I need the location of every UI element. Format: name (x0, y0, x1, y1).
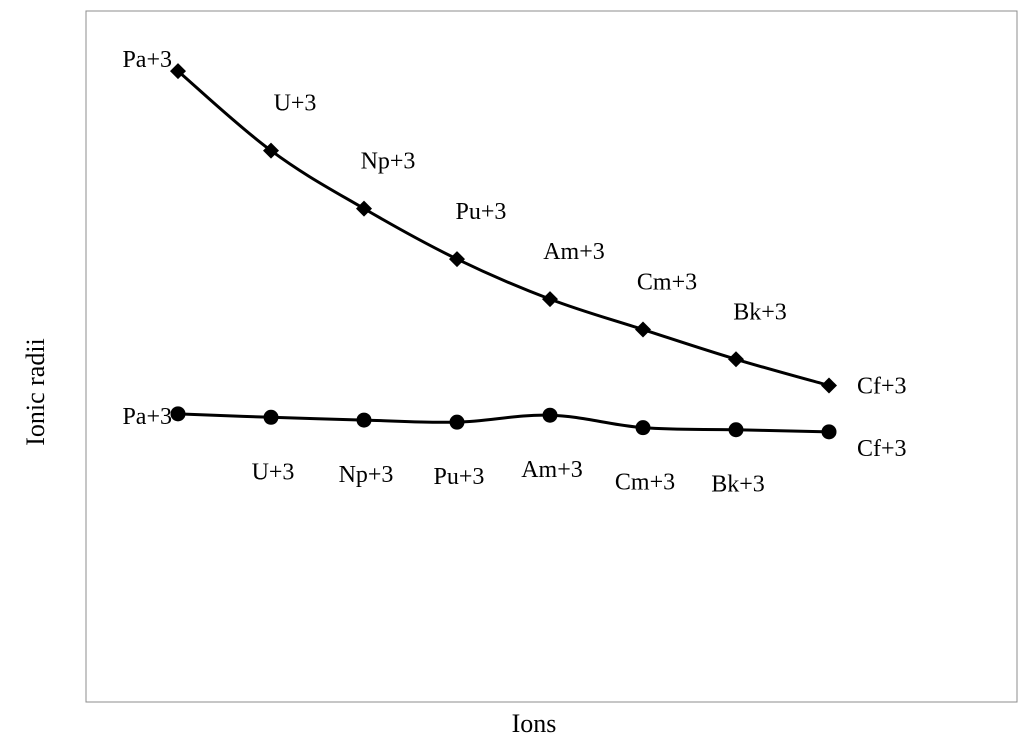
point-label: Cm+3 (615, 470, 675, 496)
series-2-line (177, 412, 830, 434)
point-label: Cm+3 (637, 270, 697, 296)
point-label: Bk+3 (711, 472, 765, 498)
series-1-line (177, 69, 830, 387)
point-label: Cf+3 (857, 436, 907, 462)
data-point-diamond (728, 351, 744, 368)
data-point-circle (728, 422, 744, 438)
point-label: Pa+3 (122, 47, 172, 73)
data-point-diamond (263, 142, 279, 159)
series-layer: Pa+3 U+3 Np+3 Pu+3 Am+3 Cm+3 Bk+3 Cf+3 Pa+3 U+3 Np… (122, 47, 906, 498)
data-point-circle (449, 414, 465, 430)
data-point-diamond (821, 377, 837, 394)
data-point-diamond (635, 321, 651, 338)
point-label: Am+3 (543, 239, 605, 265)
x-axis-title: Ions (512, 709, 557, 738)
point-label: Cf+3 (857, 374, 907, 400)
data-point-diamond (542, 291, 558, 308)
point-label: Bk+3 (733, 299, 787, 325)
point-label: Pu+3 (434, 464, 485, 490)
data-point-circle (542, 407, 558, 423)
series-1: Pa+3 U+3 Np+3 Pu+3 Am+3 Cm+3 Bk+3 Cf+3 (122, 47, 906, 399)
data-point-circle (821, 424, 837, 440)
data-point-circle (356, 412, 372, 428)
y-axis-title: Ionic radii (21, 338, 50, 446)
point-label: Np+3 (361, 149, 416, 175)
data-point-diamond (170, 63, 186, 80)
point-label: U+3 (274, 91, 317, 117)
point-label: Am+3 (521, 457, 583, 483)
point-label: Pa+3 (122, 404, 172, 430)
data-point-circle (170, 406, 186, 422)
series-2: Pa+3 U+3 Np+3 Pu+3 Am+3 Cm+3 Bk+3 Cf+3 (122, 404, 906, 498)
data-point-circle (635, 420, 651, 436)
data-point-diamond (449, 251, 465, 268)
data-point-diamond (356, 200, 372, 217)
point-label: U+3 (252, 459, 295, 485)
data-point-circle (263, 409, 279, 425)
plot-area-frame (85, 10, 1018, 703)
point-label: Pu+3 (456, 199, 507, 225)
point-label: Np+3 (339, 462, 394, 488)
